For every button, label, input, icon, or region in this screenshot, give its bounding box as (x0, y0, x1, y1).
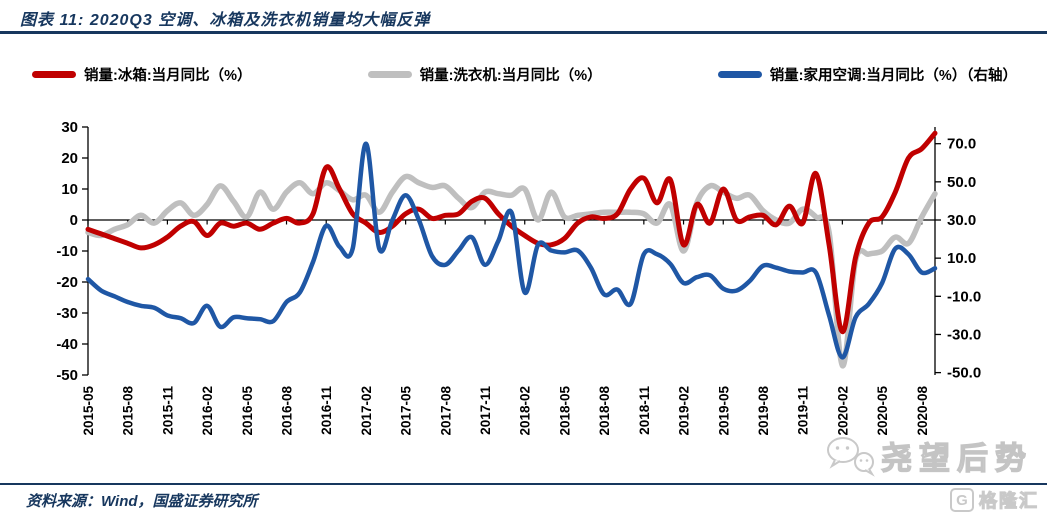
x-axis-label: 2019-02 (677, 386, 692, 436)
x-axis-label: 2020-05 (875, 386, 890, 436)
x-axis-label: 2018-08 (597, 386, 612, 436)
data-source-note: 资料来源：Wind，国盛证券研究所 (26, 493, 258, 510)
gelonghui-logo-icon: G (950, 488, 974, 512)
x-axis-label: 2020-08 (915, 386, 930, 436)
left-axis-tick-label: -50 (56, 367, 78, 384)
legend-label-fridge: 销量:冰箱:当月同比（%） (84, 68, 252, 84)
ac-yoy-line (85, 141, 938, 360)
x-axis-label: 2019-05 (716, 386, 731, 436)
x-axis-label: 2018-05 (557, 386, 572, 436)
left-axis-tick-label: 30 (61, 119, 78, 136)
watermark-text: 尧望后势 (880, 440, 1033, 476)
left-axis-tick-label: 20 (61, 150, 78, 167)
right-axis-tick-label: 50.0 (947, 174, 976, 191)
washer-line-swatch (367, 71, 412, 78)
right-axis-tick-label: -10.0 (947, 288, 981, 305)
wechat-icon (827, 436, 875, 477)
legend-label-ac: 销量:家用空调:当月同比（%）（右轴） (769, 68, 1017, 84)
x-axis-label: 2020-02 (835, 386, 850, 436)
left-axis-tick-label: 0 (70, 212, 78, 229)
x-axis-label: 2019-08 (756, 386, 771, 436)
x-axis-label: 2017-05 (399, 386, 414, 436)
watermark: 尧望后势 (823, 433, 1033, 478)
x-axis-label: 2017-02 (359, 386, 374, 436)
x-axis-label: 2015-05 (81, 386, 96, 436)
sales-yoy-line-chart: 30 20 10 0 -10 -20 -30 -40 -50 70.0 50.0 30.0 10.0 -1… (56, 119, 981, 436)
title-divider-line (0, 31, 1047, 34)
legend-item-fridge: 销量:冰箱:当月同比（%） (32, 64, 252, 85)
right-axis-tick-label: -30.0 (947, 326, 981, 343)
chart-legend: 销量:冰箱:当月同比（%） 销量:洗衣机:当月同比（%） 销量:家用空调:当月同… (32, 64, 1017, 85)
x-axis-label: 2016-05 (240, 386, 255, 436)
x-axis-label: 2016-02 (200, 386, 215, 436)
footer-divider-line (0, 483, 1047, 485)
ac-line-swatch (717, 71, 762, 78)
x-axis-label: 2017-08 (438, 386, 453, 436)
legend-item-washer: 销量:洗衣机:当月同比（%） (367, 64, 602, 85)
brand-logo-text: 格隆汇 (978, 490, 1039, 511)
left-axis-tick-label: 10 (61, 181, 78, 198)
x-axis-label: 2015-08 (121, 386, 136, 436)
right-axis-tick-label: 10.0 (947, 250, 976, 267)
left-axis-tick-label: -40 (56, 336, 78, 353)
right-axis-tick-label: 70.0 (947, 136, 976, 153)
left-axis-tick-label: -30 (56, 305, 78, 322)
brand-logo: G 格隆汇 (950, 487, 1039, 513)
x-axis-label: 2016-11 (319, 386, 334, 435)
x-axis-label: 2019-11 (796, 386, 811, 435)
figure-title: 图表 11: 2020Q3 空调、冰箱及洗衣机销量均大幅反弹 (20, 12, 431, 29)
left-axis-tick-label: -10 (56, 243, 78, 260)
x-axis-label: 2018-11 (637, 386, 652, 435)
legend-item-ac: 销量:家用空调:当月同比（%）（右轴） (717, 64, 1017, 85)
right-axis-tick-label: -50.0 (947, 365, 981, 382)
x-axis-label: 2018-02 (518, 386, 533, 436)
fridge-yoy-line (85, 130, 938, 335)
x-axis-label: 2016-08 (280, 386, 295, 436)
legend-label-washer: 销量:洗衣机:当月同比（%） (419, 68, 602, 84)
fridge-line-swatch (32, 71, 76, 78)
right-axis-tick-label: 30.0 (947, 212, 976, 229)
x-axis-label: 2015-11 (160, 386, 175, 435)
x-axis-label: 2017-11 (478, 386, 493, 435)
washer-yoy-line (85, 173, 938, 369)
left-axis-tick-label: -20 (56, 274, 78, 291)
